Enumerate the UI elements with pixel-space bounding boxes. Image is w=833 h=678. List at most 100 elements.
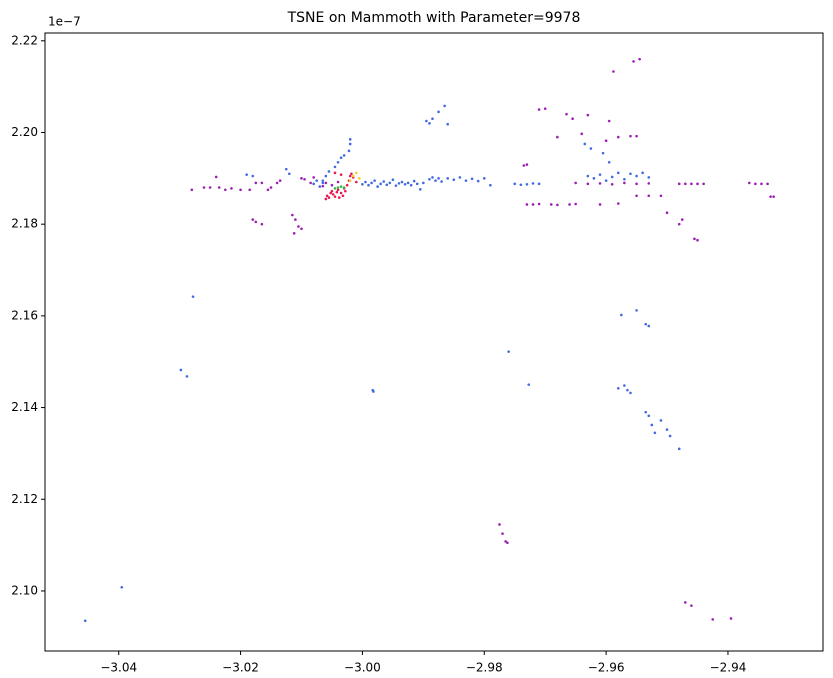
point [525,203,529,206]
point [684,601,687,604]
point [458,176,462,179]
point [760,182,763,186]
point [769,195,772,198]
point [345,183,349,187]
y-tick-label: 2.16 [11,308,38,322]
point [531,182,535,185]
point [324,181,328,185]
point [269,186,273,189]
point [635,309,638,312]
point [592,177,596,180]
point [537,108,541,111]
point [754,182,757,186]
y-tick-label: 2.14 [11,400,38,414]
point [315,179,319,182]
point [647,176,651,179]
point [507,350,510,353]
point [342,186,346,189]
point [337,196,341,199]
point [275,181,279,185]
point [309,181,312,185]
point [665,211,669,215]
point [665,428,669,431]
point [251,174,255,178]
point [616,135,620,139]
point [412,179,416,183]
point [331,193,335,196]
point [437,177,440,180]
point [647,414,651,418]
point [364,180,367,184]
point [333,195,337,198]
y-tick-label: 2.12 [11,492,38,506]
point [342,154,346,157]
point [339,173,343,176]
point [418,188,422,191]
plot-frame [44,32,824,652]
point [620,313,623,317]
point [568,203,571,206]
point [616,202,620,205]
point [230,187,233,190]
point [677,182,681,186]
point [653,431,657,435]
point [668,434,672,438]
point [680,218,684,221]
point [693,237,696,241]
point [431,176,434,179]
point [766,182,769,186]
point [437,110,440,114]
point [638,57,641,61]
point [498,523,501,526]
point [335,190,339,194]
point [556,135,559,139]
point [580,132,584,136]
point [626,388,629,392]
point [350,172,353,176]
point [696,238,699,242]
point [489,183,492,187]
point [185,375,189,378]
y-tick-label: 2.20 [11,125,38,139]
point [677,222,681,226]
point [406,181,410,185]
point [428,122,431,125]
point [702,182,705,186]
point [635,134,638,138]
point [711,618,715,621]
point [312,182,315,186]
point [266,188,270,192]
point [476,179,480,183]
point [339,156,343,160]
point [729,617,733,620]
point [336,180,340,184]
point [647,194,651,198]
point [482,177,486,180]
point [641,171,644,175]
point [464,179,468,182]
y-tick-label: 2.18 [11,217,38,231]
point [300,227,303,231]
point [506,541,509,545]
point [355,171,358,175]
point [397,182,401,185]
point [632,60,635,63]
point [373,179,376,182]
point [208,186,212,189]
point [556,203,559,207]
point [179,368,183,372]
point [300,177,303,180]
point [348,174,352,178]
point [623,384,626,387]
point [278,179,282,182]
point [190,188,194,192]
point [607,119,611,123]
point [120,585,124,589]
point [344,189,347,193]
point [616,387,620,390]
point [355,180,358,184]
point [527,383,531,386]
point [629,391,632,395]
point [260,181,264,185]
point [336,186,340,189]
